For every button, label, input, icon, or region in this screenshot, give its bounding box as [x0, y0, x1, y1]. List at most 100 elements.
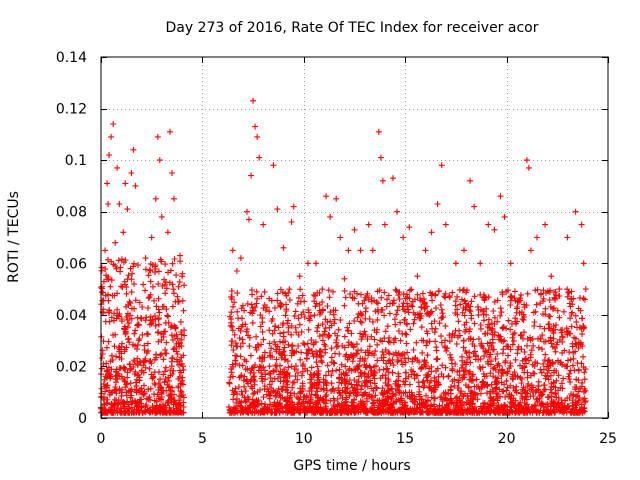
data-point	[136, 396, 143, 403]
data-point	[180, 381, 186, 388]
data-point	[407, 326, 414, 333]
data-point	[142, 403, 149, 410]
data-point	[391, 316, 398, 323]
data-point	[231, 331, 238, 338]
data-point	[124, 369, 131, 376]
data-point	[538, 369, 545, 376]
data-point	[105, 201, 112, 207]
data-point	[111, 343, 118, 350]
data-point	[229, 373, 236, 380]
data-point	[552, 390, 559, 397]
data-point	[491, 226, 498, 233]
data-point	[122, 384, 129, 391]
data-point	[422, 247, 429, 254]
data-point	[483, 305, 490, 312]
data-point	[297, 356, 304, 363]
data-point	[461, 297, 468, 304]
data-point	[438, 306, 445, 313]
data-point	[331, 316, 338, 323]
data-point	[178, 354, 185, 361]
data-point	[165, 313, 172, 320]
data-point	[174, 335, 181, 342]
data-point	[369, 318, 376, 325]
data-point	[567, 379, 574, 385]
data-point	[402, 369, 409, 376]
data-point	[270, 162, 277, 169]
data-point	[579, 315, 586, 322]
data-point	[158, 213, 165, 220]
data-point	[112, 239, 119, 246]
data-point	[177, 340, 183, 347]
data-point	[180, 394, 187, 401]
data-point	[170, 286, 177, 293]
data-point	[313, 359, 320, 366]
data-point	[152, 262, 159, 269]
data-point	[349, 358, 356, 365]
data-point	[131, 280, 137, 287]
data-point	[155, 338, 162, 345]
data-point	[499, 324, 506, 331]
data-point	[153, 303, 160, 310]
data-point	[98, 355, 105, 361]
data-point	[260, 221, 267, 228]
data-point	[305, 309, 312, 316]
data-point	[261, 288, 268, 295]
data-point	[565, 289, 572, 296]
x-tick-label: 10	[295, 431, 313, 447]
data-point	[178, 380, 185, 387]
data-point	[295, 315, 302, 322]
data-point	[521, 349, 528, 355]
data-point	[127, 265, 134, 272]
data-point	[418, 324, 425, 331]
data-point	[113, 265, 120, 272]
data-point	[139, 304, 146, 310]
data-point	[113, 353, 120, 360]
data-point	[233, 343, 240, 350]
data-point	[147, 385, 154, 392]
data-point	[438, 162, 445, 169]
data-point	[443, 347, 450, 354]
data-point	[572, 208, 579, 215]
data-point	[277, 362, 283, 369]
data-point	[171, 256, 178, 262]
data-point	[554, 307, 561, 314]
data-point	[325, 287, 332, 294]
data-point	[144, 340, 151, 347]
data-point	[368, 367, 375, 374]
data-point	[174, 293, 181, 300]
data-point	[473, 376, 480, 383]
data-point	[512, 356, 519, 363]
data-point	[232, 357, 239, 364]
data-point	[308, 364, 315, 371]
data-point	[510, 337, 517, 344]
data-point	[542, 351, 549, 358]
data-point	[111, 310, 118, 317]
data-point	[505, 317, 512, 324]
data-point	[122, 328, 129, 335]
data-point	[358, 291, 364, 298]
data-point	[271, 304, 278, 311]
data-point	[466, 307, 473, 314]
data-point	[108, 314, 115, 321]
data-point	[432, 291, 439, 298]
data-point	[104, 396, 111, 403]
data-point	[155, 406, 162, 413]
data-point	[147, 317, 154, 324]
data-point	[453, 341, 460, 347]
data-point	[126, 409, 133, 416]
data-point	[566, 349, 573, 356]
data-point	[162, 364, 169, 371]
data-point	[382, 328, 389, 335]
data-point	[319, 286, 326, 293]
data-point	[497, 312, 504, 319]
data-point	[460, 337, 467, 344]
data-point	[525, 164, 532, 171]
data-point	[148, 360, 155, 367]
y-tick-label: 0.12	[56, 102, 87, 118]
data-point	[301, 341, 308, 348]
data-point	[375, 128, 382, 135]
data-point	[429, 297, 436, 304]
data-point	[136, 335, 143, 342]
data-point	[341, 302, 348, 309]
x-tick-label: 5	[198, 431, 207, 447]
